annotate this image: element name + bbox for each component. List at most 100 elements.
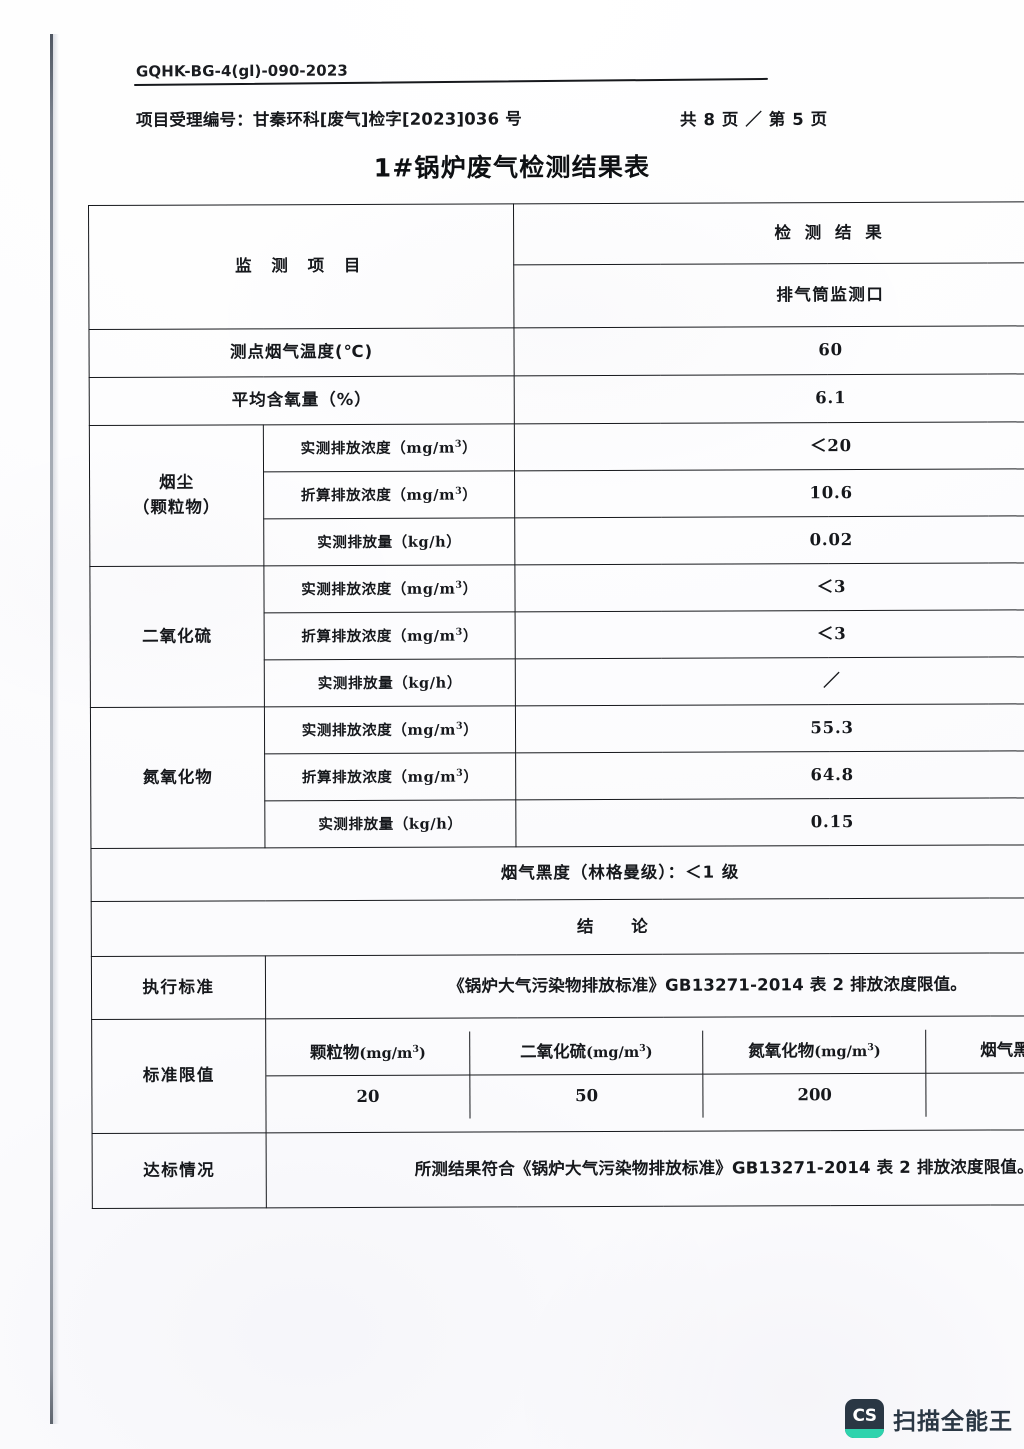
page-number: 共 8 页 ／ 第 5 页 [679,109,828,130]
table-row: 测点烟气温度(℃) 60 [88,325,1024,378]
limit-value-pm: 20 [266,1075,471,1120]
group-label-nox: 氮氧化物 [90,706,265,849]
value-exec-standard: 《锅炉大气污染物排放标准》GB13271-2014 表 2 排放浓度限值。 [265,952,1024,1019]
camscanner-logo-icon: CS [845,1399,884,1438]
sub-label-text: 折算排放浓度（mg/m [301,768,457,786]
limit-value-so2: 50 [470,1074,704,1119]
label-standard-limit: 标准限值 [91,1018,267,1134]
limit-header-so2-unit: (mg/m [586,1044,640,1062]
limit-header-nox: 氮氧化物(mg/m3) [702,1030,927,1075]
scan-binding-edge [50,34,53,1424]
camscanner-badge-text: CS [852,1405,877,1426]
row-label-average-oxygen: 平均含氧量（%） [89,375,515,426]
limit-header-nox-name: 氮氧化物 [748,1041,815,1061]
sub-label-nox-measured-conc: 实测排放浓度（mg/m3） [264,705,516,754]
header-cell-detection-result: 检 测 结 果 [513,201,1024,265]
limit-header-pm-unit: (mg/m [359,1045,413,1063]
limit-header-so2-name: 二氧化硫 [520,1042,587,1062]
row-value-average-oxygen: 6.1 [514,373,1024,424]
row-value-flue-gas-temperature: 60 [513,325,1024,376]
results-table: 监 测 项 目 检 测 结 果 排气筒监测口 测点烟气温度(℃) 60 平均含氧… [88,201,1024,1209]
table-row: 标准限值 颗粒物(mg/m3) 二氧化硫(mg/ [91,1015,1024,1134]
table-row: 烟气黑度（林格曼级）：＜1 级 [90,844,1024,902]
value-so2-converted-conc: ＜3 [515,609,1024,659]
row-smoke-blackness: 烟气黑度（林格曼级）：＜1 级 [90,844,1024,902]
document-code: GQHK-BG-4(gl)-090-2023 [135,61,348,81]
value-nox-converted-conc: 64.8 [515,750,1024,800]
value-so2-measured-rate: ／ [515,656,1024,706]
sub-label-text: 实测排放量（kg/h） [318,815,463,833]
table-row: 执行标准 《锅炉大气污染物排放标准》GB13271-2014 表 2 排放浓度限… [91,952,1024,1020]
sub-label-so2-converted-conc: 折算排放浓度（mg/m3） [264,611,516,660]
sub-label-tail: ） [462,580,478,598]
sub-label-dust-measured-conc: 实测排放浓度（mg/m3） [263,423,515,472]
group-label-dust-line1: 烟尘 [159,472,195,492]
sub-label-text: 实测排放浓度（mg/m [300,439,455,457]
limit-header-so2: 二氧化硫(mg/m3) [469,1030,703,1076]
row-label-flue-gas-temperature: 测点烟气温度(℃) [88,327,515,378]
value-dust-converted-conc: 10.6 [514,468,1024,518]
table-row: 结 论 [91,897,1024,957]
sub-label-text: 实测排放量（kg/h） [317,674,462,692]
sub-label-nox-converted-conc: 折算排放浓度（mg/m3） [264,752,516,801]
standard-limit-subtable-cell: 颗粒物(mg/m3) 二氧化硫(mg/m3) 氮氧化物(mg/m3) 烟气黑度（… [265,1015,1024,1133]
value-so2-measured-conc: ＜3 [514,562,1024,612]
acceptance-number: 项目受理编号：甘秦环科[废气]检字[2023]036 号 [135,109,522,130]
limit-header-pm-unit-tail: ) [418,1044,426,1062]
sub-label-tail: ） [463,721,479,739]
value-dust-measured-conc: ＜20 [514,421,1024,471]
sub-label-text: 实测排放浓度（mg/m [301,721,457,739]
group-label-dust: 烟尘 （颗粒物） [89,424,264,567]
table-row: 平均含氧量（%） 6.1 [89,373,1024,426]
value-nox-measured-rate: 0.15 [515,797,1024,847]
table-header-row-1: 监 测 项 目 检 测 结 果 [88,201,1024,330]
sub-label-dust-converted-conc: 折算排放浓度（mg/m3） [263,470,515,519]
sub-label-tail: ） [462,439,478,457]
sub-label-tail: ） [462,486,478,504]
sub-label-text: 实测排放量（kg/h） [317,533,462,551]
sub-label-tail: ） [462,627,478,645]
limit-value-nox: 200 [702,1073,927,1118]
sub-label-nox-measured-rate: 实测排放量（kg/h） [264,799,516,848]
sub-label-so2-measured-rate: 实测排放量（kg/h） [264,658,516,707]
group-label-dust-line2: （颗粒物） [132,497,221,517]
label-compliance: 达标情况 [92,1132,267,1209]
sub-label-so2-measured-conc: 实测排放浓度（mg/m3） [263,564,516,613]
limit-value-row: 20 50 200 ≤1 [266,1072,1024,1120]
limit-value-blackness: ≤1 [926,1072,1024,1116]
limit-header-nox-unit: (mg/m [814,1043,868,1061]
limit-header-nox-unit-tail: ) [873,1043,881,1061]
group-label-so2: 二氧化硫 [89,565,265,708]
camscanner-logo-accent [845,1429,884,1438]
camscanner-watermark: CS 扫描全能王 [845,1399,1013,1438]
table-row: 达标情况 所测结果符合《锅炉大气污染物排放标准》GB13271-2014 表 2… [92,1129,1024,1209]
header-cell-monitor-item: 监 测 项 目 [88,203,514,330]
sub-label-tail: ） [463,768,479,786]
limit-header-blackness-name: 烟气黑度 [980,1040,1024,1060]
header-cell-stack-port: 排气筒监测口 [513,262,1024,328]
value-compliance: 所测结果符合《锅炉大气污染物排放标准》GB13271-2014 表 2 排放浓度… [266,1129,1024,1208]
scan-edge-shadow [53,34,59,1424]
value-dust-measured-rate: 0.02 [514,515,1024,565]
conclusion-header: 结 论 [91,897,1024,957]
table-row: 二氧化硫 实测排放浓度（mg/m3） ＜3 [89,562,1024,708]
group-label-so2-line1: 二氧化硫 [142,626,213,646]
limit-header-pm: 颗粒物(mg/m3) [266,1031,471,1076]
page-title: 1#锅炉废气检测结果表 [373,152,651,183]
results-table-wrapper: 监 测 项 目 检 测 结 果 排气筒监测口 测点烟气温度(℃) 60 平均含氧… [88,201,1024,1209]
limit-header-pm-name: 颗粒物 [309,1043,360,1063]
table-row: 烟尘 （颗粒物） 实测排放浓度（mg/m3） ＜20 [89,421,1024,567]
limit-header-row: 颗粒物(mg/m3) 二氧化硫(mg/m3) 氮氧化物(mg/m3) 烟气黑度（… [266,1029,1024,1076]
camscanner-label: 扫描全能王 [893,1408,1013,1435]
limit-header-so2-unit-tail: ) [645,1044,653,1062]
sub-label-text: 折算排放浓度（mg/m [301,627,456,645]
table-row: 氮氧化物 实测排放浓度（mg/m3） 55.3 [90,703,1024,849]
value-nox-measured-conc: 55.3 [515,703,1024,753]
standard-limit-subtable: 颗粒物(mg/m3) 二氧化硫(mg/m3) 氮氧化物(mg/m3) 烟气黑度（… [266,1029,1024,1120]
limit-header-blackness: 烟气黑度（级） [926,1029,1024,1074]
sub-label-text: 折算排放浓度（mg/m [300,486,456,504]
label-exec-standard: 执行标准 [91,955,266,1020]
sub-label-dust-measured-rate: 实测排放量（kg/h） [263,517,515,566]
group-label-nox-line1: 氮氧化物 [142,767,213,787]
